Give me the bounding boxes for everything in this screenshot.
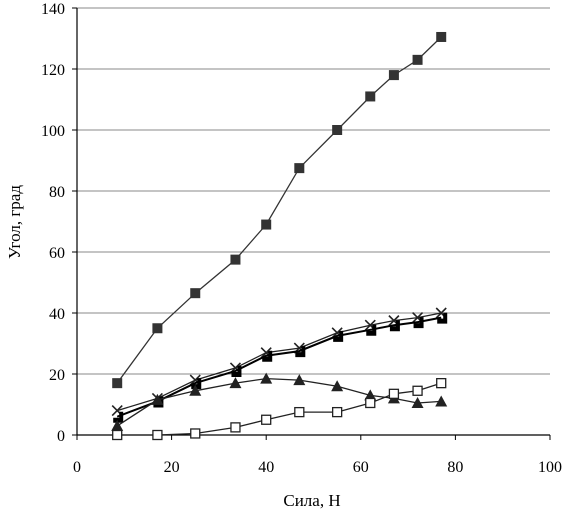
data-point-triangle bbox=[293, 374, 306, 386]
y-axis-label: Угол, град bbox=[5, 185, 24, 259]
data-point-triangle bbox=[331, 380, 344, 392]
data-point-square bbox=[261, 219, 272, 230]
data-point-open-square bbox=[112, 429, 123, 441]
x-tick-label: 60 bbox=[353, 459, 369, 476]
y-tick-label: 80 bbox=[49, 184, 65, 201]
x-tick-label: 40 bbox=[258, 459, 274, 476]
x-tick-label: 0 bbox=[73, 459, 81, 476]
data-point-step bbox=[437, 312, 448, 324]
axes bbox=[72, 7, 551, 440]
data-point-open-square bbox=[230, 422, 241, 433]
y-tick-label: 60 bbox=[49, 245, 65, 262]
data-point-open-square bbox=[152, 429, 163, 441]
data-point-step bbox=[389, 320, 400, 332]
data-point-step bbox=[191, 378, 202, 390]
data-point-square bbox=[436, 31, 447, 42]
series-layer bbox=[111, 31, 448, 441]
data-point-square bbox=[365, 91, 376, 102]
series-5 bbox=[112, 377, 447, 441]
data-point-triangle bbox=[151, 393, 164, 405]
data-point-step bbox=[231, 365, 242, 377]
data-point-square bbox=[112, 378, 123, 389]
data-point-step bbox=[295, 346, 306, 358]
x-axis-label: Сила, Н bbox=[283, 491, 340, 510]
data-point-triangle bbox=[111, 419, 124, 431]
data-point-open-square bbox=[436, 377, 447, 389]
data-point-square bbox=[190, 288, 201, 299]
data-point-square bbox=[412, 54, 423, 65]
series-4 bbox=[111, 372, 448, 431]
data-point-triangle bbox=[260, 372, 273, 384]
y-tick-label: 0 bbox=[57, 428, 65, 445]
y-tick-label: 40 bbox=[49, 306, 65, 323]
data-point-triangle bbox=[229, 377, 242, 389]
data-point-triangle bbox=[411, 396, 424, 408]
grid-lines bbox=[77, 7, 550, 375]
data-point-square bbox=[152, 323, 163, 334]
data-point-open-square bbox=[365, 397, 376, 409]
data-point-open-square bbox=[331, 406, 343, 418]
x-tick-label: 100 bbox=[538, 459, 562, 476]
data-point-step bbox=[366, 324, 377, 336]
data-point-step bbox=[413, 317, 424, 329]
x-tick-labels: 0 20 40 60 80 100 bbox=[73, 459, 562, 476]
data-point-open-square bbox=[412, 385, 423, 396]
data-point-open-square bbox=[190, 428, 201, 439]
data-point-open-square bbox=[261, 414, 272, 425]
series-1 bbox=[112, 31, 447, 389]
data-point-step bbox=[113, 411, 124, 423]
data-point-square bbox=[294, 163, 305, 174]
y-tick-label: 100 bbox=[41, 123, 65, 140]
data-point-triangle bbox=[435, 395, 448, 407]
x-tick-label: 20 bbox=[164, 459, 180, 476]
series-3 bbox=[113, 312, 448, 423]
y-tick-label: 20 bbox=[49, 367, 65, 384]
data-point-triangle bbox=[364, 389, 377, 401]
data-point-square bbox=[230, 254, 241, 265]
y-tick-label: 140 bbox=[41, 1, 65, 18]
data-point-step bbox=[262, 350, 273, 362]
data-point-triangle bbox=[189, 384, 202, 396]
data-point-square bbox=[332, 125, 343, 135]
series-line bbox=[116, 316, 442, 418]
y-tick-labels: 0 20 40 60 80 100 120 140 bbox=[41, 1, 65, 445]
y-tick-label: 120 bbox=[41, 62, 65, 79]
x-tick-label: 80 bbox=[447, 459, 463, 476]
data-point-open-square bbox=[388, 388, 400, 399]
data-point-open-square bbox=[294, 406, 305, 418]
data-point-square bbox=[388, 70, 399, 81]
data-point-step bbox=[333, 330, 344, 342]
